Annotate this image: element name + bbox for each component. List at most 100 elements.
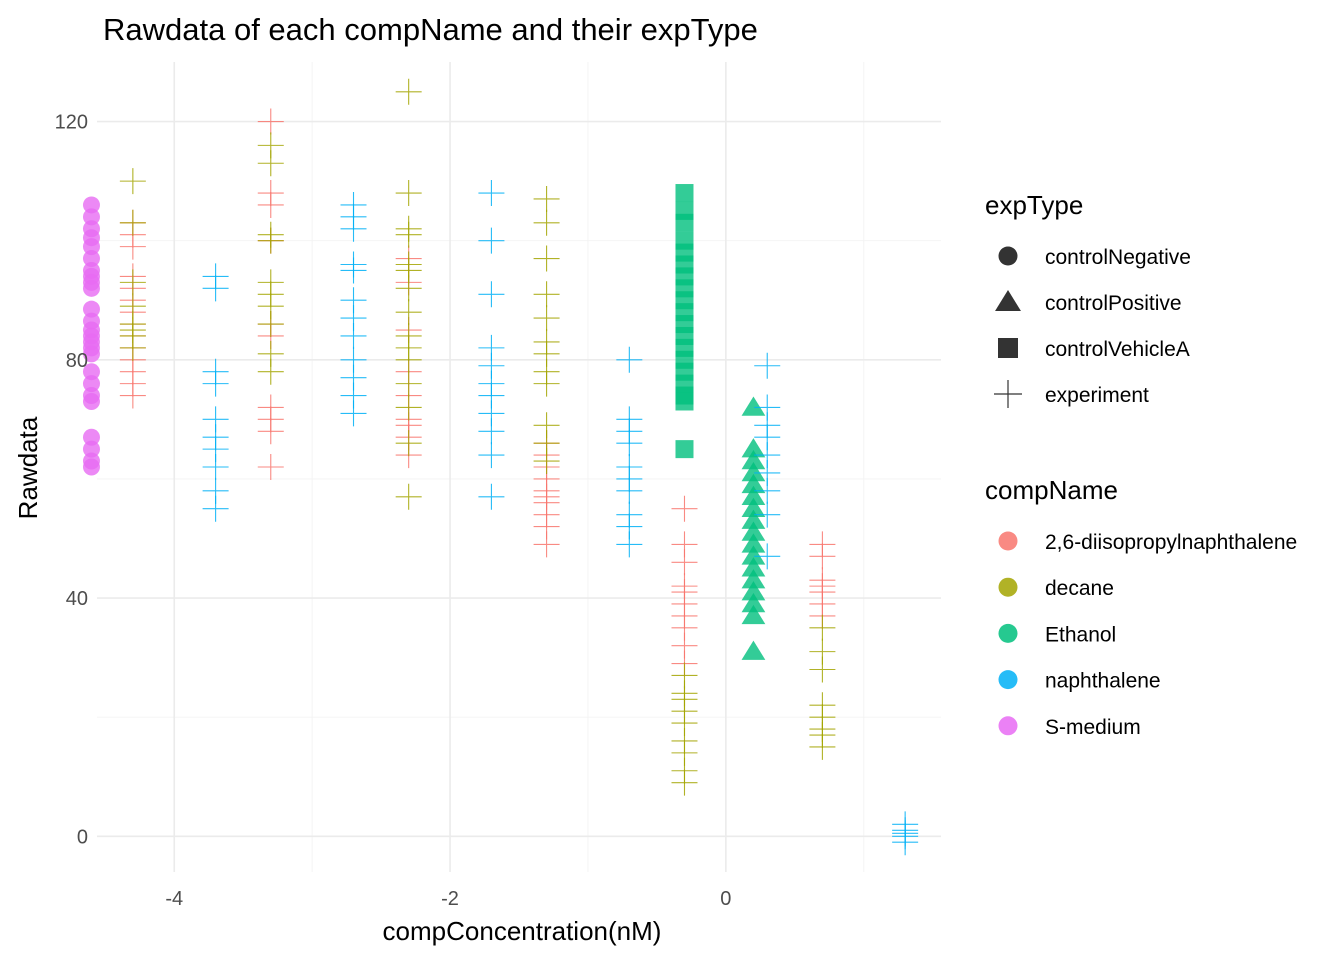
data-point-cross [616,346,643,373]
data-point-triangle [741,604,766,625]
data-point-cross [340,257,367,284]
data-point-cross [395,430,422,457]
data-point-square [675,440,694,459]
data-point-cross [754,501,781,528]
legend-item-S-medium: S-medium [998,716,1141,739]
x-tick-label: 0 [720,888,731,910]
legend-label: S-medium [1045,716,1141,739]
data-point-cross [809,733,836,760]
data-point-cross [809,656,836,683]
x-tick-label: -2 [441,888,459,910]
data-point-cross [533,305,560,332]
legend-key-circle [998,623,1018,643]
data-point-circle [82,300,100,318]
x-axis-title: compConcentration(nM) [383,916,662,946]
legend-label: controlVehicleA [1045,338,1190,361]
legend-title-exptype: expType [985,190,1083,220]
legend-label: controlNegative [1045,246,1191,269]
data-point-cross [395,394,422,421]
data-point-cross [257,108,284,135]
data-point-cross [202,275,229,302]
data-point-cross [809,614,836,641]
data-point-cross [395,299,422,326]
y-tick-label: 80 [66,350,88,372]
data-point-cross [754,352,781,379]
data-point-circle [82,208,100,226]
data-point-cross [119,269,146,296]
data-point-circle [82,238,100,256]
data-point-square [675,392,694,411]
data-point-circle [82,392,100,410]
data-point-circle [82,345,100,363]
data-point-cross [478,483,505,510]
axis-ticks: -4 -2 0 0 40 80 120 [55,112,732,910]
data-point-cross [533,281,560,308]
data-point-cross [395,221,422,248]
data-point-circle [82,196,100,214]
data-point-cross [257,191,284,218]
legend-key-circle [998,716,1018,736]
data-point-cross [395,180,422,207]
data-point-cross [616,531,643,558]
legend-item-experiment: experiment [994,380,1149,408]
data-point-triangle [741,545,766,565]
data-point-triangle [741,396,766,416]
legend-item-decane: decane [998,577,1114,600]
legend-key-triangle [995,290,1021,311]
legend-label: 2,6-diisopropylnaphthalene [1045,531,1297,554]
data-point-cross [671,769,698,796]
legend-item-controlPositive: controlPositive [995,290,1182,315]
legend-item-naphthalene: naphthalene [998,670,1161,693]
data-point-triangle [741,438,766,458]
data-point-circle [82,428,100,446]
legend-item-Ethanol: Ethanol [998,623,1116,646]
data-point-cross [754,543,781,570]
legend-label: naphthalene [1045,670,1161,693]
data-point-cross [202,370,229,397]
data-point-cross [395,78,422,105]
data-point-cross [671,549,698,576]
data-point-cross [478,442,505,469]
data-point-cross [340,322,367,349]
data-point-cross [340,400,367,427]
legend-compname: compName 2,6-diisopropylnaphthalene decan… [985,475,1297,739]
data-point-triangle [741,640,766,660]
data-point-square [675,184,694,203]
data-point-cross [202,495,229,522]
data-point-cross [616,477,643,504]
legend-item-2,6-diisopropylnaphthalene: 2,6-diisopropylnaphthalene [998,531,1297,554]
data-point-cross [395,483,422,510]
data-point-cross [533,448,560,475]
data-point-cross [616,430,643,457]
chart-title: Rawdata of each compName and their expTy… [103,12,758,47]
data-point-triangle [741,592,766,613]
data-point-circle [82,458,100,476]
data-point-triangle [741,473,766,494]
data-point-cross [754,477,781,504]
data-point-cross [478,418,505,445]
legend-key-square [998,338,1018,358]
data-point-cross [809,543,836,570]
data-point-cross [257,227,284,254]
data-point-cross [478,227,505,254]
data-point-cross [257,311,284,338]
data-point-circle [82,440,100,458]
plot-marks [82,78,919,856]
data-point-cross [533,245,560,272]
data-point-triangle [741,557,766,577]
data-point-cross [119,209,146,236]
legend-item-controlNegative: controlNegative [998,246,1191,269]
data-point-cross [202,454,229,480]
data-point-cross [671,495,698,522]
y-tick-label: 0 [77,826,88,848]
data-point-cross [533,370,560,397]
x-tick-label: -4 [165,888,183,910]
data-point-cross [257,454,284,480]
data-point-cross [119,334,146,361]
legend-label: Ethanol [1045,623,1116,646]
data-point-triangle [741,509,766,529]
data-point-cross [119,168,146,195]
legend-key-circle [998,670,1018,690]
data-point-cross [257,358,284,385]
